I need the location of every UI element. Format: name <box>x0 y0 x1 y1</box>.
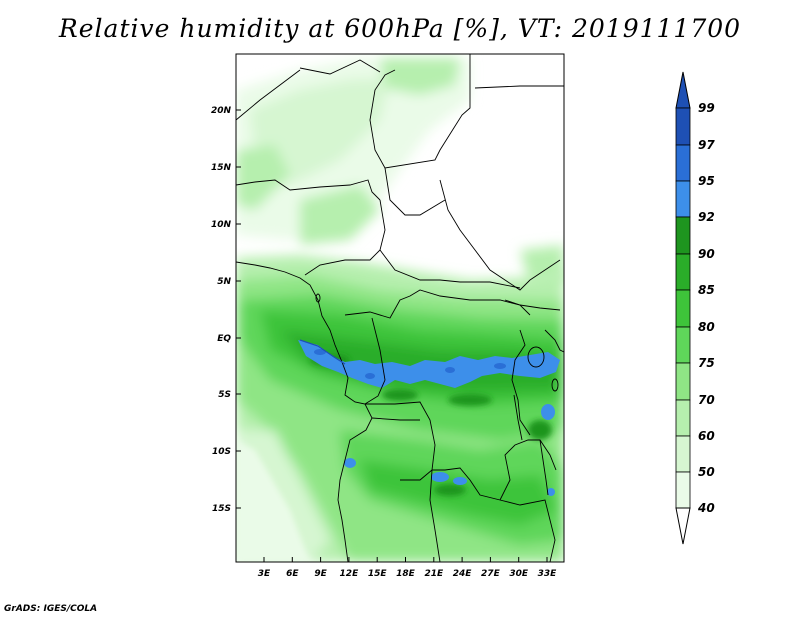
lat-tick-label: 10S <box>212 447 231 457</box>
lon-tick-label: 27E <box>481 569 501 579</box>
colorbar-segment <box>675 362 691 401</box>
colorbar-top-arrow <box>675 71 691 109</box>
colorbar-segment <box>675 326 691 364</box>
colorbar-segment <box>675 216 691 255</box>
dry-region-southwest <box>236 440 310 562</box>
lake-outlines <box>315 293 559 496</box>
lon-tick-label: 12E <box>340 569 360 579</box>
lon-tick-label: 33E <box>538 569 558 579</box>
colorbar-segment <box>675 253 691 291</box>
lon-tick-label: 6E <box>286 569 299 579</box>
colorbar-label: 85 <box>698 283 715 297</box>
colorbar-label: 60 <box>698 429 715 443</box>
colorbar-label: 70 <box>698 393 715 407</box>
colorbar-segment <box>675 180 691 218</box>
longitude-axis: 3E 6E 9E 12E 15E 18E 21E 24E 27E 30E 33E <box>258 557 557 579</box>
colorbar-label: 50 <box>698 465 715 479</box>
colorbar-segment <box>675 289 691 328</box>
colorbar-label: 95 <box>698 174 715 188</box>
colorbar-label: 97 <box>698 138 715 152</box>
colorbar-segment <box>675 144 691 182</box>
lon-tick-label: 24E <box>453 569 473 579</box>
lon-tick-label: 9E <box>314 569 327 579</box>
lon-tick-label: 21E <box>424 569 444 579</box>
country-borders <box>236 54 564 562</box>
lat-tick-label: 5N <box>217 277 231 287</box>
lat-tick-label: 20N <box>211 106 232 116</box>
credit-label: GrADS: IGES/COLA <box>4 604 98 614</box>
lat-tick-label: EQ <box>217 334 231 344</box>
colorbar-label: 80 <box>698 320 715 334</box>
colorbar-label: 92 <box>698 210 715 224</box>
lat-tick-label: 15N <box>211 163 232 173</box>
map-panel <box>236 54 564 562</box>
lon-tick-label: 18E <box>396 569 416 579</box>
latitude-axis: 20N 15N 10N 5N EQ 5S 10S 15S <box>211 106 241 514</box>
lat-tick-label: 5S <box>218 390 231 400</box>
colorbar-label: 99 <box>698 101 715 115</box>
colorbar-label: 90 <box>698 247 715 261</box>
colorbar-label: 40 <box>697 501 715 515</box>
colorbar-label: 75 <box>698 356 715 370</box>
humidity-patches-97 <box>314 349 506 379</box>
map-frame <box>235 53 565 563</box>
humidity-patches-95-99 <box>298 340 560 496</box>
coast-blue-outline <box>299 339 346 365</box>
lon-tick-label: 30E <box>509 569 529 579</box>
colorbar-segment <box>675 399 691 437</box>
colorbar-segment <box>675 107 691 146</box>
humidity-field-north <box>236 58 564 285</box>
lon-tick-label: 15E <box>368 569 388 579</box>
lat-tick-label: 10N <box>211 220 232 230</box>
map-title: Relative humidity at 600hPa [%], VT: 201… <box>58 14 742 43</box>
colorbar: 99 97 95 92 90 85 80 75 70 60 50 40 <box>675 71 715 545</box>
colorbar-segment <box>675 471 691 509</box>
colorbar-bottom-arrow <box>675 507 691 545</box>
lon-tick-label: 3E <box>258 569 271 579</box>
colorbar-segment <box>675 435 691 473</box>
lat-tick-label: 15S <box>212 504 231 514</box>
